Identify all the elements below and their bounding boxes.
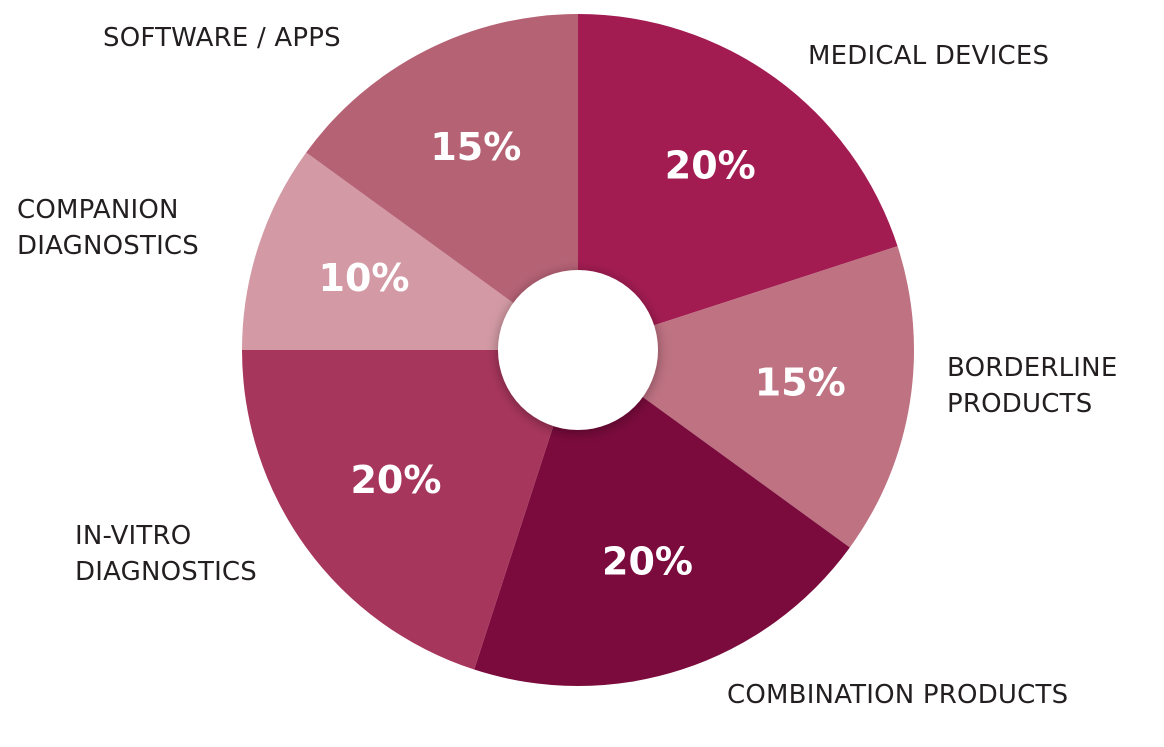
category-label: COMPANION DIAGNOSTICS [17, 195, 199, 261]
value-label: 20% [350, 458, 441, 502]
value-label: 15% [755, 361, 846, 405]
category-label: COMBINATION PRODUCTS [727, 680, 1069, 710]
category-label: MEDICAL DEVICES [808, 41, 1050, 71]
value-label: 20% [665, 143, 756, 187]
category-label: SOFTWARE / APPS [103, 23, 341, 53]
category-label: BORDERLINE PRODUCTS [947, 353, 1118, 419]
slice [242, 152, 578, 350]
slice [242, 350, 578, 670]
value-label: 10% [319, 256, 410, 300]
slice [578, 246, 915, 548]
value-label: 20% [602, 539, 693, 583]
donut-hole [498, 270, 658, 430]
slice [578, 14, 898, 350]
slice [474, 350, 850, 686]
category-label: IN-VITRO DIAGNOSTICS [75, 521, 257, 587]
value-label: 15% [430, 125, 521, 169]
slice [306, 14, 578, 350]
